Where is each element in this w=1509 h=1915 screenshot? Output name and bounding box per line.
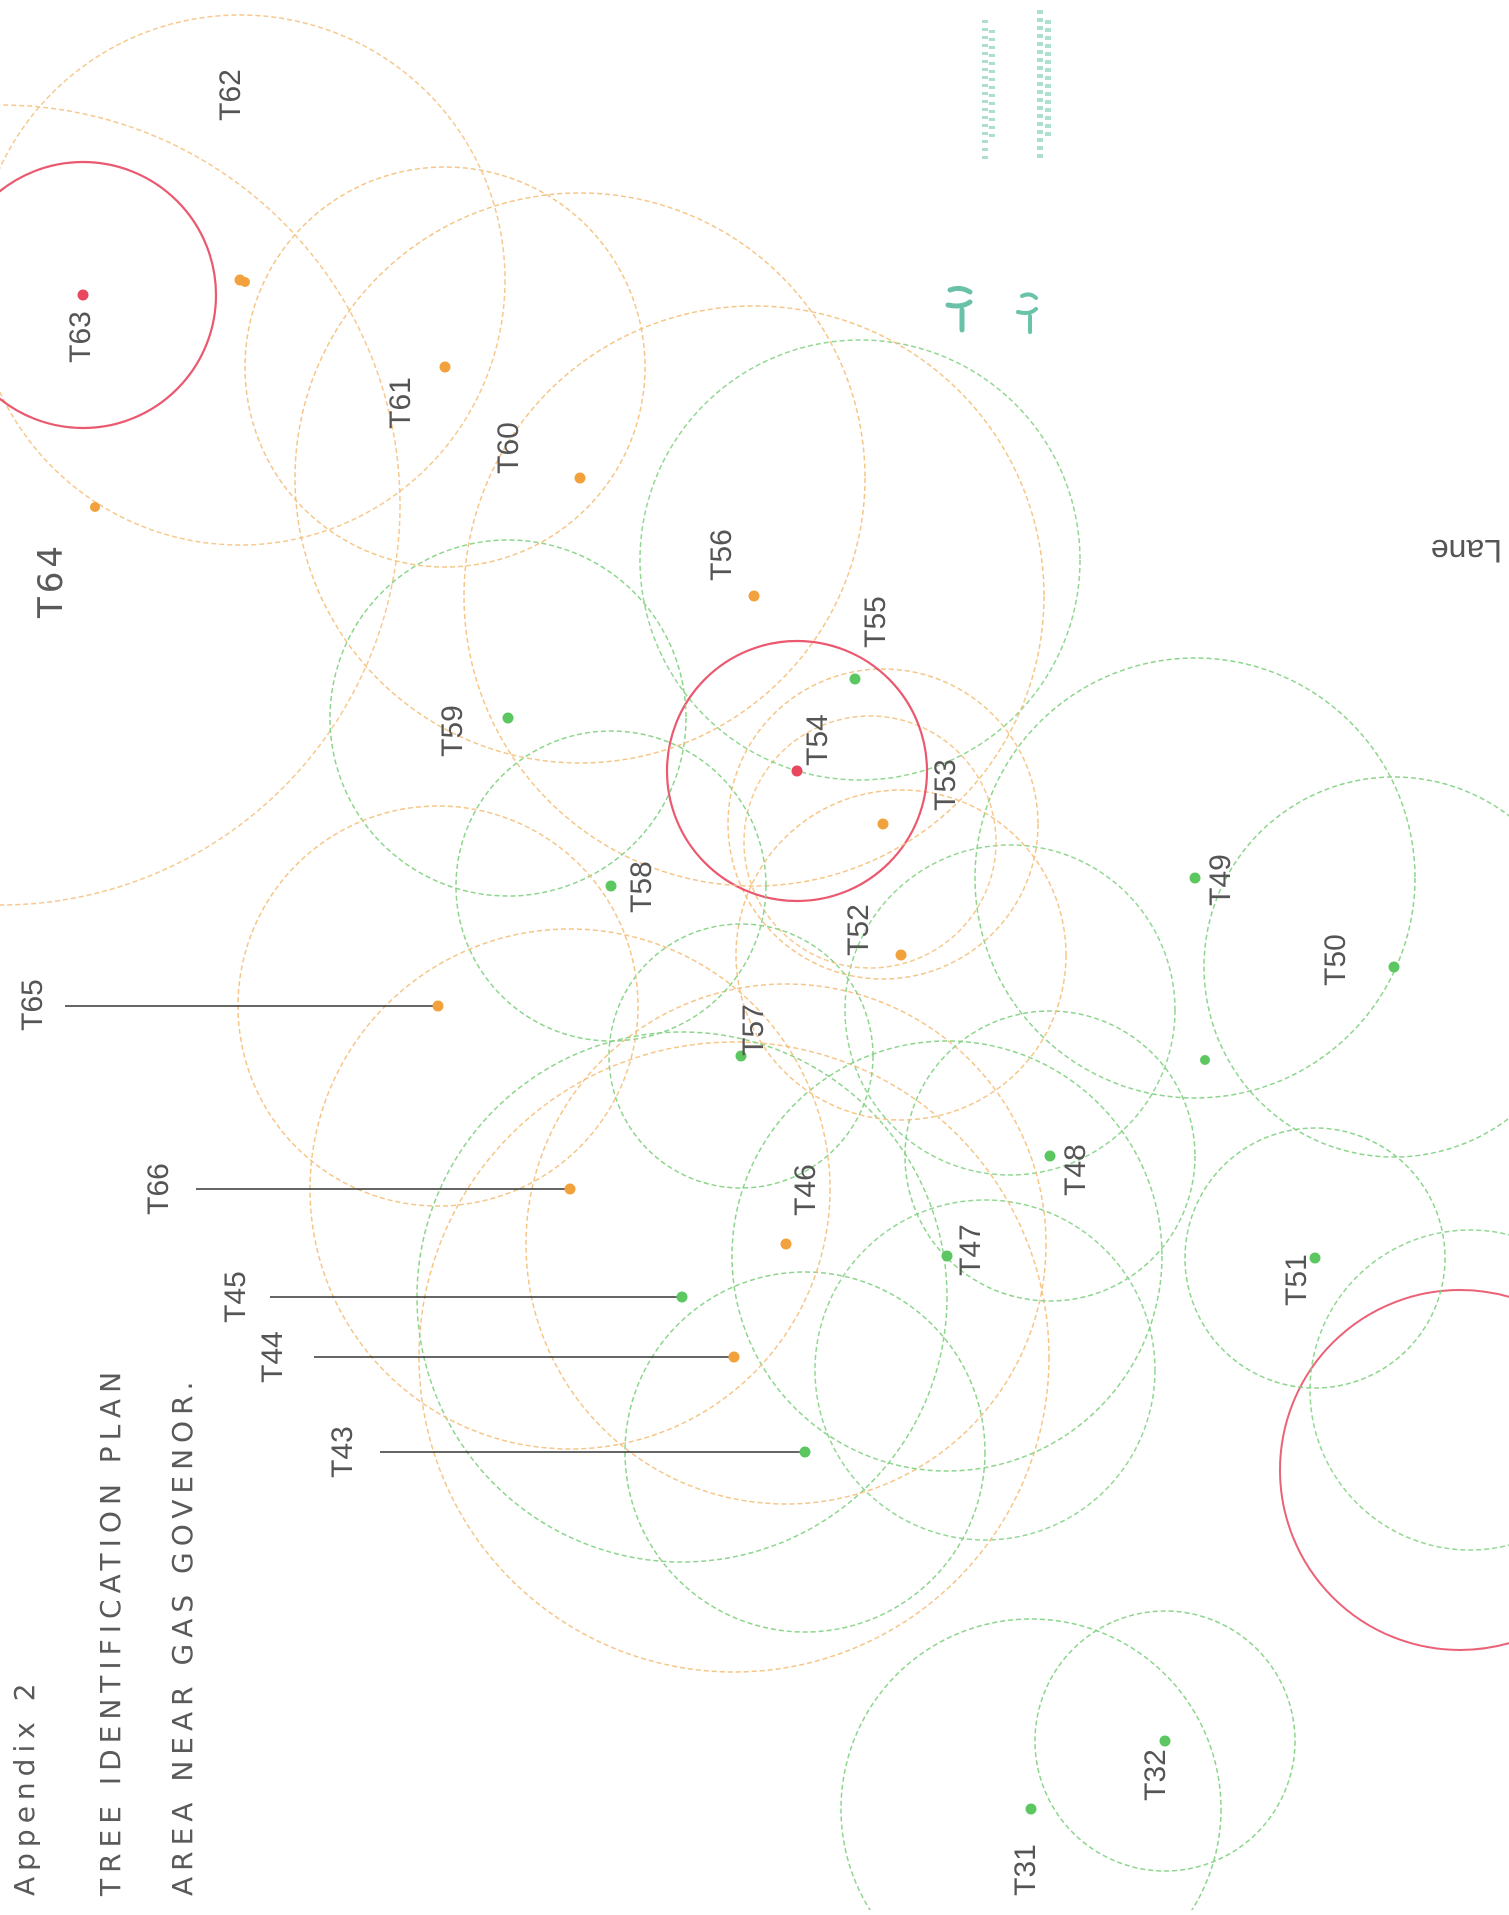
tree-label-t47: T47 [954,1224,987,1276]
tree-marker-t54 [791,765,803,777]
stamp-marks [945,10,1051,334]
crown-spread-ring-extra [1279,1289,1509,1651]
tree-label-t45: T45 [219,1271,252,1323]
tree-marker-t53 [877,818,889,830]
tree-label-t65: T65 [16,979,49,1031]
crown-spread-ring-extra [844,844,1176,1176]
tree-marker-t32 [1159,1735,1171,1747]
tree-marker-t62 [234,274,246,286]
crown-spread-ring-t49 [974,657,1416,1099]
plan-title: TREE IDENTIFICATION PLAN [94,1366,127,1897]
tree-label-t59: T59 [436,705,469,757]
crown-spread-ring-t52 [735,789,1067,1121]
tree-marker-extra [90,502,100,512]
tree-label-t51: T51 [1280,1254,1313,1306]
tree-label-t46: T46 [789,1164,822,1216]
tree-marker-t59 [502,712,514,724]
tree-label-t53: T53 [929,759,962,811]
crown-spread-ring-t61 [244,166,646,568]
tree-marker-t51 [1309,1252,1321,1264]
tree-label-t48: T48 [1059,1144,1092,1196]
crown-spread-ring-t59 [329,539,687,897]
crown-spread-ring-t63 [0,160,218,430]
tree-marker-t44 [728,1351,740,1363]
tree-marker-t58 [605,880,617,892]
crown-spread-ring-t51 [1184,1127,1446,1389]
tree-label-t57: T57 [737,1004,770,1056]
tree-marker-t47 [941,1250,953,1262]
crown-spread-ring-extra [1309,1229,1509,1551]
tree-label-t55: T55 [859,596,892,648]
area-description: AREA NEAR GAS GOVENOR. [166,1376,199,1896]
crown-spread-ring-t57 [608,923,874,1189]
tree-label-t50: T50 [1319,934,1352,986]
crown-spread-ring-t43 [624,1271,986,1633]
crown-spread-ring-t44 [418,1041,1050,1673]
handwritten-tree-tag: T64 [31,542,71,619]
tree-marker-t61 [439,361,451,373]
tree-label-t49: T49 [1204,854,1237,906]
crown-spread-ring-t48 [904,1010,1196,1302]
tree-label-t52: T52 [842,904,875,956]
crown-spread-ring-extra [0,14,506,546]
crown-spread-ring-t31 [840,1618,1222,1915]
tree-label-t62: T62 [214,69,247,121]
tree-label-t44: T44 [256,1331,289,1383]
tree-marker-t48 [1044,1150,1056,1162]
crown-spread-ring-extra [639,339,1081,781]
crown-spread-ring-t58 [455,730,767,1042]
crown-spread-ring-extra [0,104,401,906]
tree-marker-extra [1200,1055,1210,1065]
tree-marker-t49 [1189,872,1201,884]
tree-label-t60: T60 [492,422,525,474]
crown-spread-ring-t53 [727,668,1039,980]
crown-spread-ring-t46 [525,983,1047,1505]
crown-spread-ring-t56 [463,305,1045,887]
tree-marker-t55 [849,673,861,685]
tree-marker-t52 [895,949,907,961]
tree-label-t63: T63 [64,311,97,363]
tree-marker-t45 [676,1291,688,1303]
tree-marker-t57 [735,1050,747,1062]
tree-label-t58: T58 [625,861,658,913]
crown-spread-ring-extra [814,1199,1156,1541]
tree-marker-t56 [748,590,760,602]
tree-marker-t43 [799,1446,811,1458]
tree-marker-t60 [574,472,586,484]
crown-spread-rings [0,14,1509,1915]
tree-marker-t63 [77,289,89,301]
appendix-title: Appendix 2 [8,1677,41,1896]
tree-marker-t50 [1388,961,1400,973]
tree-marker-t46 [780,1238,792,1250]
tree-label-t66: T66 [142,1163,175,1215]
crown-spread-ring-t32 [1034,1610,1296,1872]
tree-marker-t65 [432,1000,444,1012]
tree-label-t43: T43 [326,1426,359,1478]
crown-spread-ring-t60 [294,192,866,764]
tree-label-t32: T32 [1139,1749,1172,1801]
leader-lines [65,1005,805,1453]
tree-label-t31: T31 [1009,1844,1042,1896]
crown-spread-ring-extra [743,715,997,969]
tree-marker-t31 [1025,1803,1037,1815]
crown-spread-ring-t50 [1203,776,1509,1158]
crown-spread-ring-t47 [731,1040,1163,1472]
tree-marker-t66 [564,1183,576,1195]
tree-label-t61: T61 [384,377,417,429]
tree-position-markers [77,274,1400,1815]
tree-label-t54: T54 [801,714,834,766]
road-label: Lane [1431,533,1502,569]
crown-spread-ring-t54 [665,639,929,903]
tree-label-t56: T56 [705,529,738,581]
